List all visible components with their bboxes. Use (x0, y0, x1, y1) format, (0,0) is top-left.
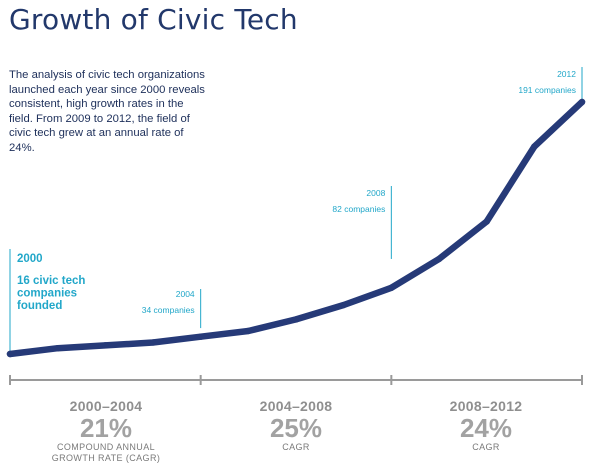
segment-caption: COMPOUND ANNUAL (56, 442, 155, 452)
data-point (149, 339, 157, 346)
segment-caption: GROWTH RATE (CAGR) (51, 453, 161, 463)
data-point (292, 316, 300, 323)
segment-range: 2008–2012 (449, 398, 523, 414)
annotation-year: 2000 (17, 253, 43, 265)
segment-rate: 21% (79, 413, 133, 443)
segment-caption: CAGR (472, 442, 500, 452)
annotation-text: 34 companies (142, 305, 195, 315)
data-point (6, 350, 14, 358)
segment-rate: 24% (459, 413, 513, 443)
annotation-text: 191 companies (518, 85, 576, 95)
annotation-text: founded (17, 300, 62, 312)
segment-label-1: 2000–2004 21% COMPOUND ANNUAL GROWTH RAT… (11, 398, 201, 464)
segment-rate: 25% (269, 413, 323, 443)
annotation-year: 2004 (176, 289, 195, 299)
segment-label-3: 2008–2012 24% CAGR (391, 398, 581, 453)
annotation-text: 82 companies (332, 204, 385, 214)
data-point (578, 98, 586, 106)
annotation-text: companies (17, 288, 77, 300)
data-point (531, 143, 538, 150)
segment-label-2: 2004–2008 25% CAGR (201, 398, 391, 453)
data-point (54, 345, 61, 352)
chart-description: The analysis of civic tech organizations… (9, 69, 205, 154)
data-point (102, 342, 109, 349)
data-point (245, 327, 252, 335)
annotation-year: 2012 (557, 69, 576, 79)
growth-series-line (6, 98, 586, 358)
chart-title: Growth of Civic Tech (9, 3, 298, 36)
data-point (197, 333, 204, 340)
data-point (388, 284, 395, 291)
annotation-text: 16 civic tech (17, 275, 85, 287)
data-point (435, 255, 443, 263)
annotation-year: 2008 (366, 188, 385, 198)
segment-caption: CAGR (282, 442, 310, 452)
segment-range: 2000–2004 (69, 398, 143, 414)
data-point (340, 301, 347, 309)
segment-range: 2004–2008 (259, 398, 333, 414)
data-point (483, 218, 490, 225)
